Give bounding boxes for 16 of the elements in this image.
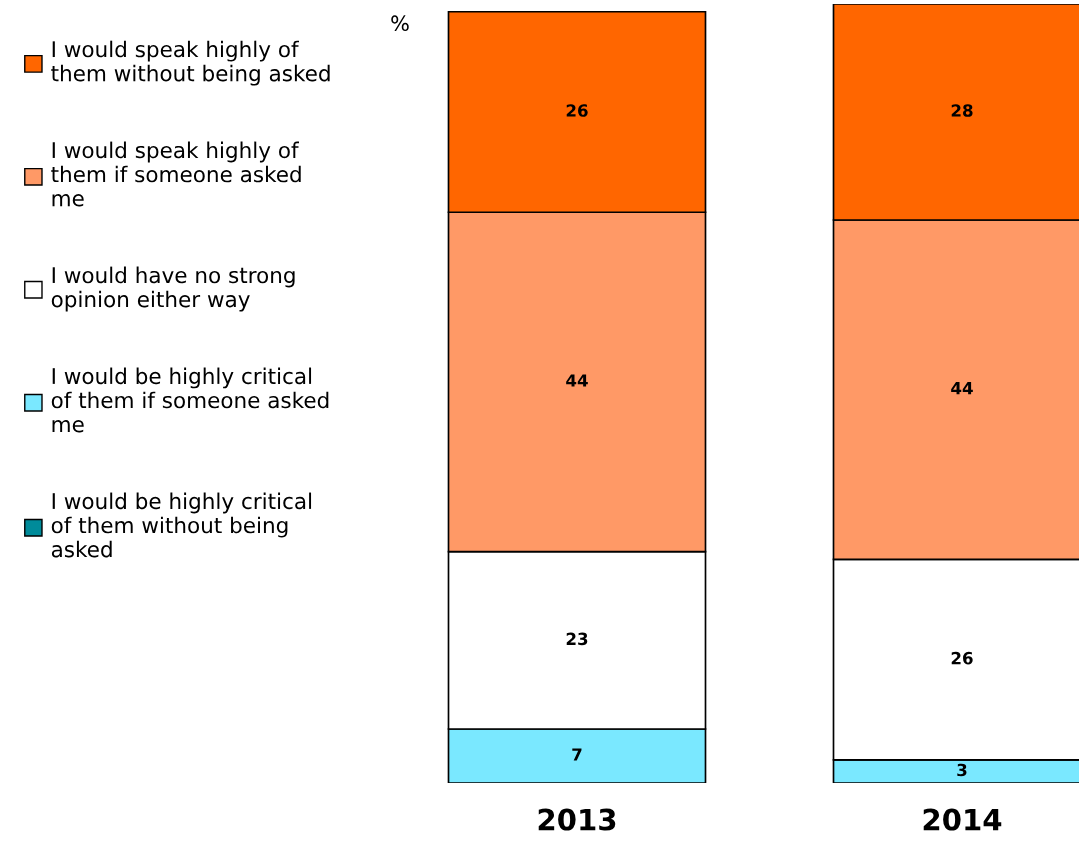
data-label: 7: [572, 748, 582, 761]
legend-label: I would speak highly of them if someone asked me: [51, 141, 301, 207]
legend-label: I would speak highly of them without being asked: [51, 40, 330, 86]
data-label: 26: [566, 104, 588, 117]
legend-label: I would have no strong opinion either way: [51, 266, 295, 312]
x-tick-label: 2014: [923, 808, 1002, 831]
legend-label: I would be highly critical of them if someone asked me: [51, 367, 329, 433]
data-label: 23: [566, 632, 588, 646]
data-label: 26: [951, 651, 973, 665]
data-label: 44: [951, 382, 973, 395]
legend-label: I would be highly critical of them without being asked: [51, 492, 312, 558]
x-tick-label: 2013: [538, 808, 616, 831]
data-label: 3: [957, 763, 967, 777]
data-label: 28: [951, 104, 973, 117]
y-axis-title: %: [391, 15, 409, 32]
data-label: 44: [566, 374, 588, 387]
